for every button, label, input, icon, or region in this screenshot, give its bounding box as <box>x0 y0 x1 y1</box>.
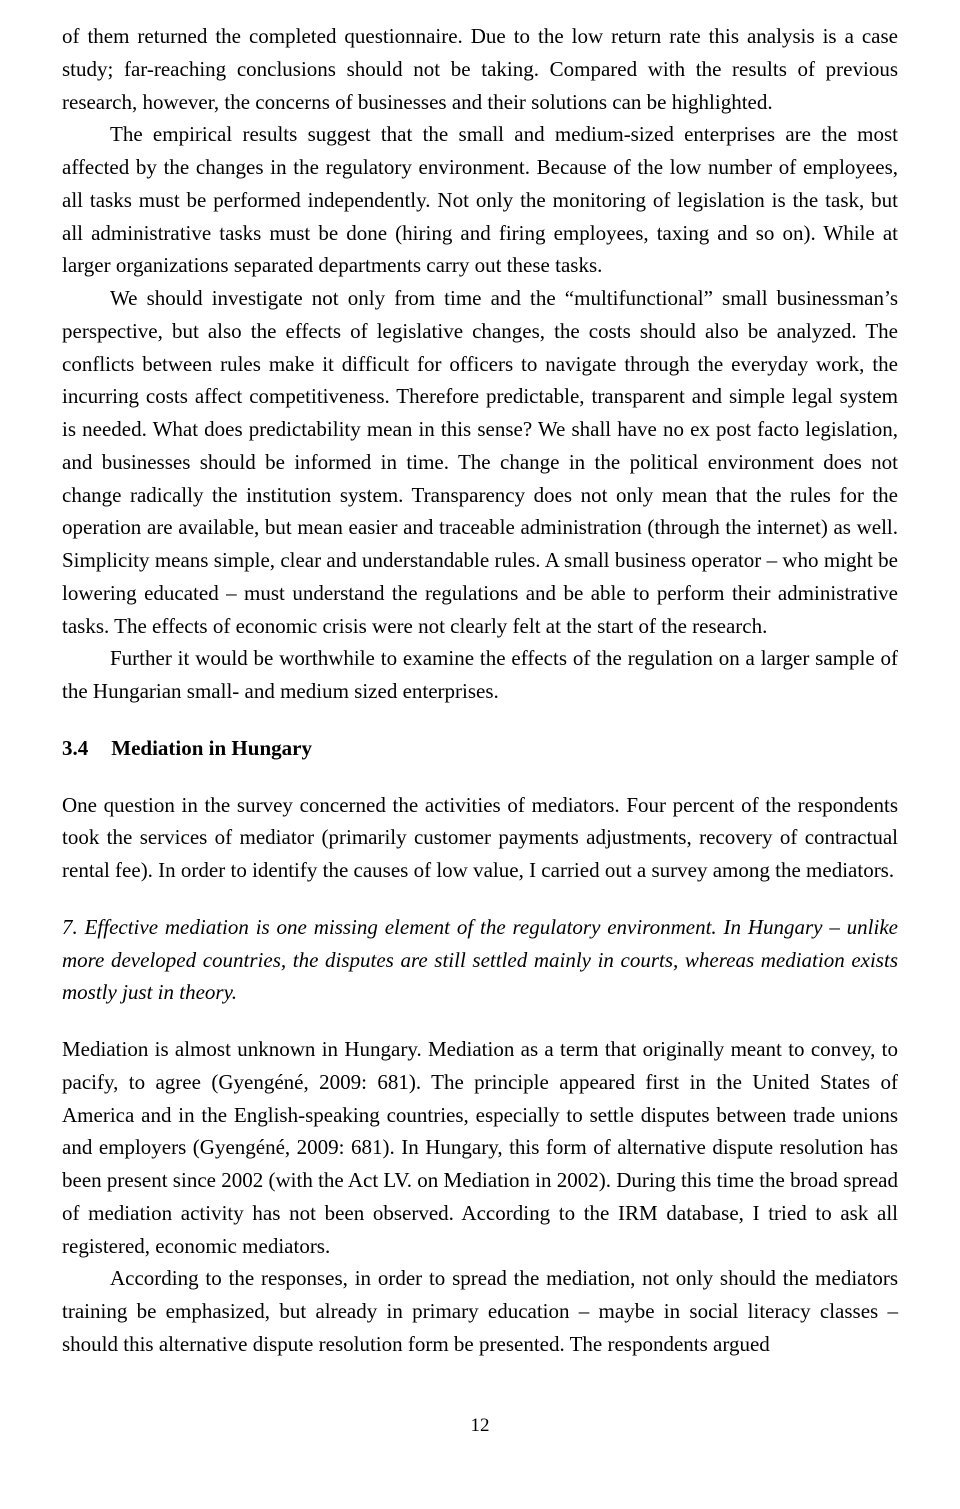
paragraph-8: According to the responses, in order to … <box>62 1262 898 1360</box>
paragraph-4: Further it would be worthwhile to examin… <box>62 642 898 708</box>
hypothesis-7: 7. Effective mediation is one missing el… <box>62 911 898 1009</box>
paragraph-1: of them returned the completed questionn… <box>62 20 898 118</box>
document-page: of them returned the completed questionn… <box>0 0 960 1509</box>
paragraph-2: The empirical results suggest that the s… <box>62 118 898 282</box>
paragraph-5: One question in the survey concerned the… <box>62 789 898 887</box>
page-number: 12 <box>62 1411 898 1441</box>
section-heading-3-4: 3.4 Mediation in Hungary <box>62 732 898 765</box>
paragraph-3: We should investigate not only from time… <box>62 282 898 642</box>
heading-number: 3.4 <box>62 732 106 765</box>
paragraph-7: Mediation is almost unknown in Hungary. … <box>62 1033 898 1262</box>
heading-title: Mediation in Hungary <box>111 736 312 760</box>
